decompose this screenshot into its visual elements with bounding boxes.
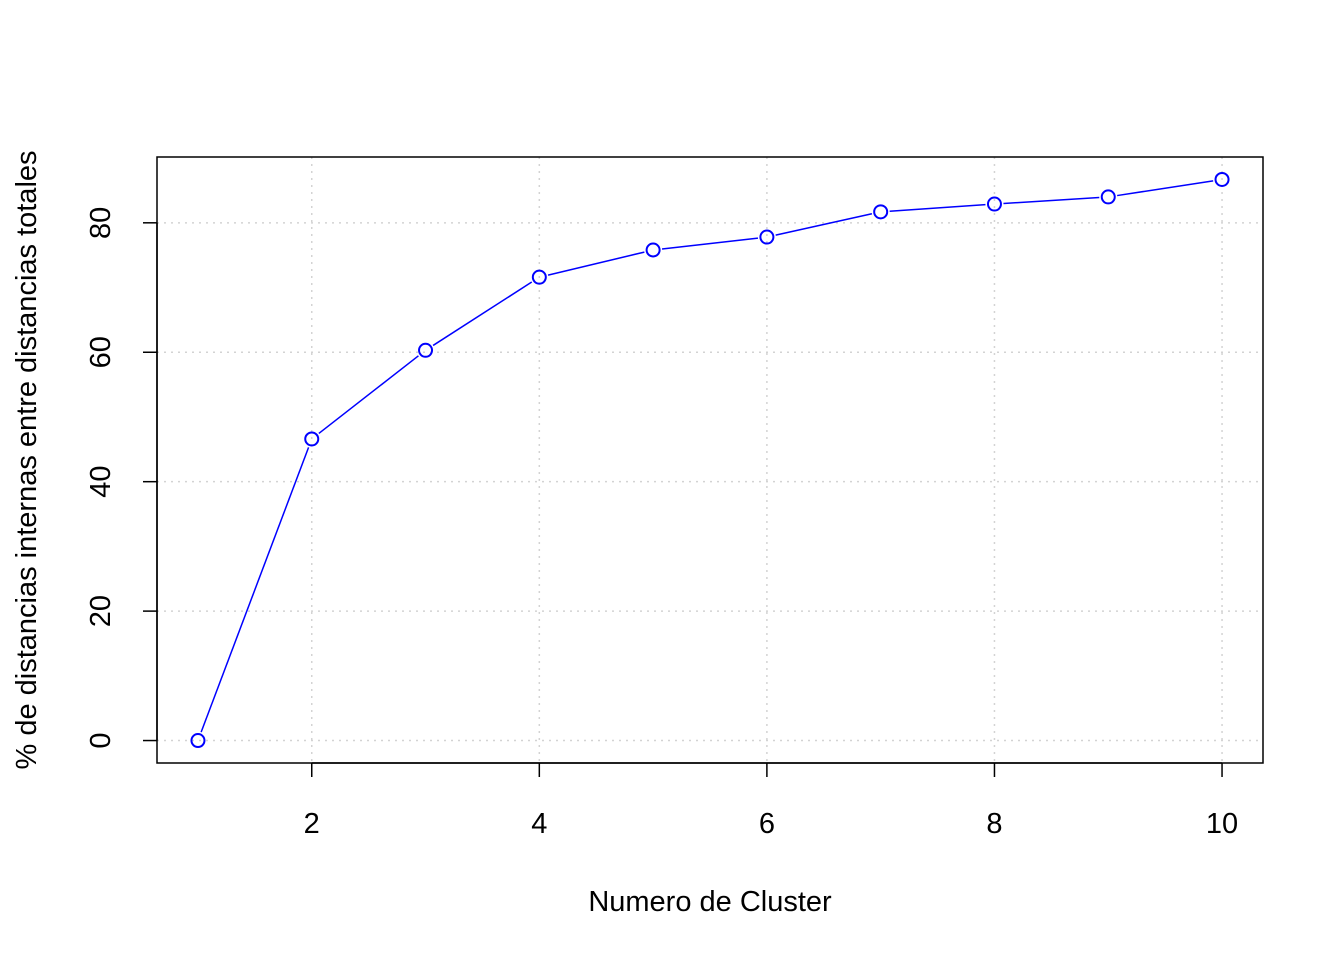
series-line-segment <box>318 355 419 435</box>
data-point <box>759 229 775 245</box>
x-tick-label: 6 <box>759 808 775 840</box>
x-tick-label: 4 <box>531 808 547 840</box>
x-axis-label: Numero de Cluster <box>588 886 832 918</box>
series-line-segment <box>661 237 759 250</box>
series-line-segment <box>775 213 873 236</box>
data-point <box>873 204 889 220</box>
data-point <box>418 342 434 358</box>
x-tick-label: 10 <box>1206 808 1238 840</box>
y-axis-label: % de distancias internas entre distancia… <box>11 150 43 769</box>
y-tick-label: 40 <box>85 466 117 498</box>
x-axis: 2 4 6 8 10 <box>304 762 1238 840</box>
y-tick-label: 20 <box>85 595 117 627</box>
series-line-segment <box>547 251 645 276</box>
series-layer <box>190 171 1230 749</box>
y-axis: 0 20 40 60 80 <box>85 207 158 749</box>
data-point <box>645 242 661 258</box>
data-point <box>1214 171 1230 187</box>
data-point <box>531 269 547 285</box>
plot-area-frame <box>156 156 1264 764</box>
x-tick-label: 8 <box>986 808 1002 840</box>
data-point <box>1100 189 1116 205</box>
x-tick-label: 2 <box>304 808 320 840</box>
data-point <box>304 431 320 447</box>
data-point <box>190 733 206 749</box>
series-line-segment <box>432 281 533 347</box>
series-line-segment <box>1003 196 1100 205</box>
y-tick-label: 80 <box>85 207 117 239</box>
series-line-segment <box>889 203 986 212</box>
series-line-segment <box>1117 180 1214 197</box>
grid <box>157 157 1263 763</box>
series-line-segment <box>200 447 310 733</box>
data-point <box>986 196 1002 212</box>
y-tick-label: 60 <box>85 336 117 368</box>
y-tick-label: 0 <box>85 732 117 748</box>
